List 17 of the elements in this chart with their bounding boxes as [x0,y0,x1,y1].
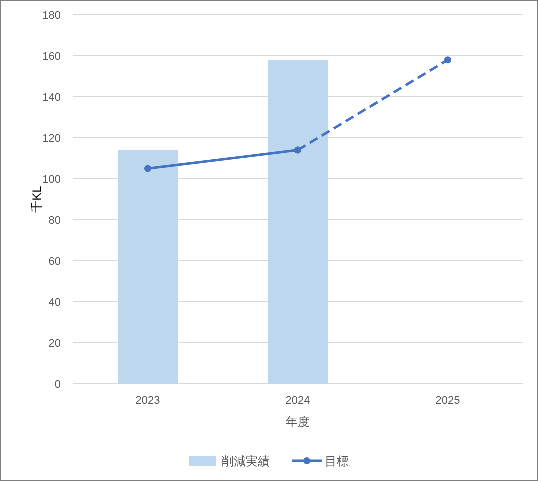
x-axis-title: 年度 [286,415,310,429]
y-tick-label: 100 [42,174,61,186]
y-tick-label: 160 [42,51,61,63]
x-tick-label: 2025 [436,395,460,407]
legend-label: 目標 [325,454,349,468]
y-axis-title: 千KL [30,186,44,213]
y-tick-label: 60 [48,256,61,268]
y-tick-label: 20 [48,338,61,350]
y-tick-label: 40 [48,297,61,309]
x-tick-label: 2024 [286,395,310,407]
y-tick-label: 0 [54,379,61,391]
y-tick-label: 120 [42,133,61,145]
y-tick-label: 180 [42,10,61,22]
x-tick-label: 2023 [136,395,160,407]
y-tick-label: 140 [42,92,61,104]
y-tick-label: 80 [48,215,61,227]
legend-label: 削減実績 [222,454,270,468]
